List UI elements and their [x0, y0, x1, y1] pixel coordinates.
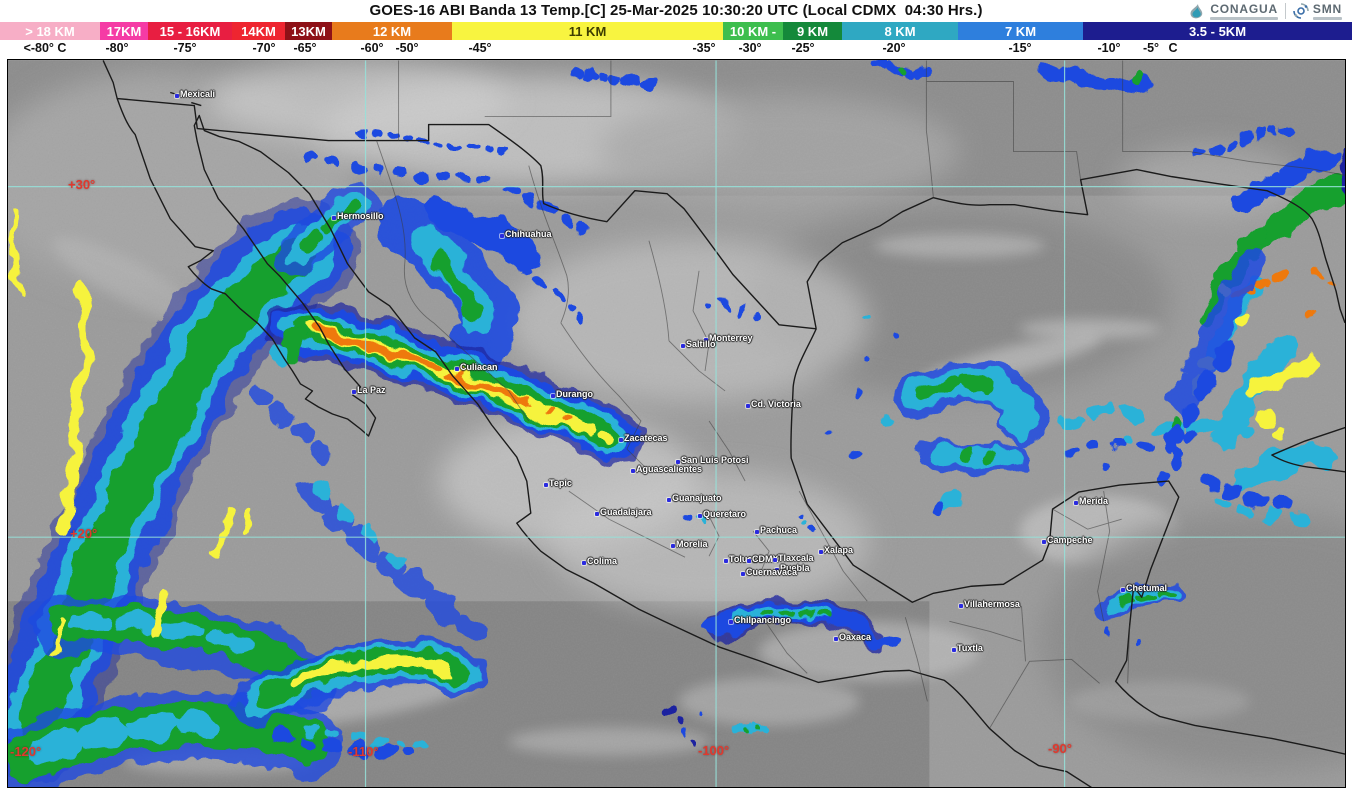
scale-segment: 11 KM	[452, 22, 723, 40]
temp-tick-label: -15°	[1008, 41, 1032, 55]
scale-segment: 15 - 16KM	[148, 22, 232, 40]
scale-segment: 3.5 - 5KM	[1083, 22, 1352, 40]
latlon-gridlines	[8, 60, 1345, 787]
conagua-logo-subtext-bar	[1210, 16, 1278, 20]
temp-tick-label: -75°	[173, 41, 197, 55]
altitude-color-scale: > 18 KM 17KM 15 - 16KM 14KM 13KM 12 KM 11 KM 10…	[0, 22, 1352, 40]
temp-tick-label: -10°	[1097, 41, 1121, 55]
scale-segment: 12 KM	[332, 22, 452, 40]
smn-logo-text: SMN	[1312, 1, 1342, 16]
satellite-imagery	[8, 60, 1345, 787]
scale-segment: 8 KM	[842, 22, 958, 40]
scale-segment: 17KM	[100, 22, 148, 40]
scale-segment: 10 KM -	[723, 22, 783, 40]
temp-tick-label: <-80° C	[23, 41, 67, 55]
temp-tick-label: -65°	[293, 41, 317, 55]
satellite-map: Mexicali Hermosillo Chihuahua La Paz Culiaca…	[7, 59, 1346, 788]
page-title: GOES-16 ABI Banda 13 Temp.[C] 25-Mar-202…	[369, 2, 983, 19]
conagua-droplet-icon	[1190, 3, 1203, 18]
smn-logo-subtext-bar	[1312, 16, 1342, 20]
conagua-logo-text: CONAGUA	[1210, 1, 1278, 16]
temp-tick-label: -60°	[360, 41, 384, 55]
temp-tick-label: -70°	[252, 41, 276, 55]
temp-tick-label: -20°	[882, 41, 906, 55]
state-boundaries	[376, 60, 1345, 729]
scale-segment: 7 KM	[958, 22, 1083, 40]
conagua-logo: CONAGUA	[1189, 3, 1278, 20]
header: GOES-16 ABI Banda 13 Temp.[C] 25-Mar-202…	[0, 0, 1352, 22]
temp-tick-label: C	[1168, 41, 1178, 55]
smn-logo: SMN	[1293, 3, 1342, 20]
temp-tick-label: -35°	[692, 41, 716, 55]
scale-segment: > 18 KM	[0, 22, 100, 40]
smn-swirl-icon	[1293, 3, 1309, 19]
logo-separator	[1284, 3, 1286, 19]
temp-tick-label: -5°	[1142, 41, 1160, 55]
scale-segment: 13KM	[285, 22, 332, 40]
coastline-borders	[102, 60, 1345, 787]
scale-segment: 14KM	[232, 22, 285, 40]
temp-tick-label: -80°	[105, 41, 129, 55]
temp-tick-label: -25°	[791, 41, 815, 55]
agency-logos: CONAGUA SMN	[1189, 1, 1342, 21]
temp-tick-label: -50°	[395, 41, 419, 55]
temp-tick-label: -30°	[738, 41, 762, 55]
temp-tick-label: -45°	[468, 41, 492, 55]
temperature-scale-labels: <-80° C -80° -75° -70° -65° -60° -50° -45° -35° -…	[0, 40, 1352, 59]
scale-segment: 9 KM	[783, 22, 842, 40]
